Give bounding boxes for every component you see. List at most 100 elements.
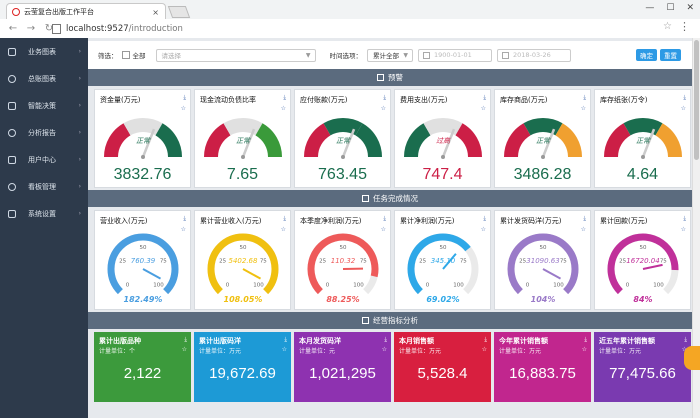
gauge-percent: 69.02% xyxy=(426,295,459,304)
floating-side-tab[interactable] xyxy=(684,346,700,370)
gauge-needle xyxy=(341,128,356,158)
close-tab-icon[interactable]: × xyxy=(152,7,159,17)
star-icon[interactable]: ☆ xyxy=(480,105,486,112)
download-icon[interactable]: ⤓ xyxy=(484,336,487,343)
browser-tab[interactable]: 云莹复合出版工作平台 × xyxy=(6,3,166,20)
forward-icon[interactable]: → xyxy=(26,23,36,34)
star-icon[interactable]: ☆ xyxy=(580,105,586,112)
download-icon[interactable]: ⤓ xyxy=(483,94,486,101)
star-icon[interactable]: ☆ xyxy=(281,346,287,353)
card-title: 库存商品(万元) xyxy=(500,96,548,104)
gauge-chart: 正常 xyxy=(104,118,182,159)
confirm-button[interactable]: 确定 xyxy=(636,49,657,61)
gauge-segment xyxy=(123,118,163,136)
gauge-tick-label: 75 xyxy=(260,259,267,265)
gauge-tick-label: 0 xyxy=(126,283,130,289)
download-icon[interactable]: ⤓ xyxy=(283,94,286,101)
browser-menu-icon[interactable]: ⋮ xyxy=(679,20,690,33)
star-icon[interactable]: ☆ xyxy=(680,226,686,233)
sidebar-item[interactable]: 业务图表 › xyxy=(0,38,88,65)
download-icon[interactable]: ⤓ xyxy=(183,215,186,222)
star-icon[interactable]: ☆ xyxy=(680,105,686,112)
card-title: 库存纸张(万令) xyxy=(600,96,648,104)
gauge-tick-label: 25 xyxy=(219,259,226,265)
gauge-needle xyxy=(242,268,262,280)
sidebar-item[interactable]: 看板管理 › xyxy=(0,173,88,200)
card-title: 累计回款(万元) xyxy=(600,217,648,225)
download-icon[interactable]: ⤓ xyxy=(684,336,687,343)
time-label: 时间选项： xyxy=(329,52,363,60)
all-checkbox[interactable] xyxy=(121,51,130,59)
card-value: 763.45 xyxy=(318,166,367,183)
close-window-button[interactable]: ✕ xyxy=(686,3,694,13)
reload-icon[interactable]: ↻ xyxy=(44,23,54,34)
star-icon[interactable]: ☆ xyxy=(280,226,286,233)
star-icon[interactable]: ☆ xyxy=(481,346,487,353)
star-icon[interactable]: ☆ xyxy=(181,346,187,353)
reset-button[interactable]: 重置 xyxy=(660,49,681,61)
gauge-percent: 84% xyxy=(633,295,652,304)
sidebar-item[interactable]: 系统设置 › xyxy=(0,200,88,227)
gauge-tick-label: 25 xyxy=(619,259,626,265)
star-icon[interactable]: ☆ xyxy=(180,105,186,112)
sidebar-item[interactable]: 智能决策 › xyxy=(0,92,88,119)
warning-card: 库存商品(万元) ⤓ ☆ 正常 3486.28 xyxy=(494,89,591,188)
date-from-value: 1900-01-01 xyxy=(434,51,472,59)
warning-card: 应付账款(万元) ⤓ ☆ 正常 763.45 xyxy=(294,89,391,188)
bookmark-star-icon[interactable]: ☆ xyxy=(663,21,672,32)
gauge-segment xyxy=(304,123,331,158)
download-icon[interactable]: ⤓ xyxy=(584,336,587,343)
download-icon[interactable]: ⤓ xyxy=(683,215,686,222)
gauge-tick-label: 25 xyxy=(319,259,326,265)
download-icon[interactable]: ⤓ xyxy=(384,336,387,343)
sidebar-item[interactable]: 分析报告 › xyxy=(0,119,88,146)
url-host: localhost:9527 xyxy=(66,23,129,34)
maximize-button[interactable]: ☐ xyxy=(666,3,675,13)
filter-label: 筛选： xyxy=(98,52,118,60)
gauge-status: 过高 xyxy=(436,137,451,145)
sidebar-item[interactable]: 用户中心 › xyxy=(0,146,88,173)
gauge-needle xyxy=(441,128,456,158)
download-icon[interactable]: ⤓ xyxy=(583,94,586,101)
download-icon[interactable]: ⤓ xyxy=(284,336,287,343)
address-bar[interactable]: localhost:9527/introduction xyxy=(52,21,652,36)
download-icon[interactable]: ⤓ xyxy=(683,94,686,101)
download-icon[interactable]: ⤓ xyxy=(184,336,187,343)
back-icon[interactable]: ← xyxy=(8,23,18,34)
gauge-tick-label: 75 xyxy=(560,259,567,265)
date-to-input[interactable]: 2018-03-26 xyxy=(497,48,571,62)
star-icon[interactable]: ☆ xyxy=(280,105,286,112)
time-select[interactable]: 累计全部 ▼ xyxy=(367,48,413,62)
page-scrollbar[interactable] xyxy=(692,38,700,418)
gauge-segment xyxy=(255,123,282,158)
download-icon[interactable]: ⤓ xyxy=(283,215,286,222)
download-icon[interactable]: ⤓ xyxy=(483,215,486,222)
download-icon[interactable]: ⤓ xyxy=(383,94,386,101)
scrollbar-thumb[interactable] xyxy=(694,40,699,160)
star-icon[interactable]: ☆ xyxy=(581,346,587,353)
new-tab-button[interactable] xyxy=(167,6,191,18)
star-icon[interactable]: ☆ xyxy=(180,226,186,233)
star-icon[interactable]: ☆ xyxy=(380,105,386,112)
gear-icon xyxy=(8,209,16,218)
card-title: 资金量(万元) xyxy=(100,96,141,104)
star-icon[interactable]: ☆ xyxy=(380,226,386,233)
gauge-segment xyxy=(623,118,663,136)
kpi-card: 累计出版品种 计量单位：个 ⤓ ☆ 2,122 xyxy=(94,332,191,402)
sidebar-item[interactable]: 总账图表 › xyxy=(0,65,88,92)
minimize-button[interactable]: — xyxy=(645,3,655,13)
download-icon[interactable]: ⤓ xyxy=(583,215,586,222)
star-icon[interactable]: ☆ xyxy=(580,226,586,233)
filter-select[interactable]: 请选择 ▼ xyxy=(155,48,316,62)
date-from-input[interactable]: 1900-01-01 xyxy=(418,48,492,62)
star-icon[interactable]: ☆ xyxy=(480,226,486,233)
gauge-segment xyxy=(523,118,563,136)
board-icon xyxy=(8,182,16,191)
star-icon[interactable]: ☆ xyxy=(381,346,387,353)
card-title: 累计营业收入(万元) xyxy=(200,217,262,225)
download-icon[interactable]: ⤓ xyxy=(383,215,386,222)
card-value: 747.4 xyxy=(422,166,463,183)
gauge-tick-label: 25 xyxy=(519,259,526,265)
download-icon[interactable]: ⤓ xyxy=(183,94,186,101)
